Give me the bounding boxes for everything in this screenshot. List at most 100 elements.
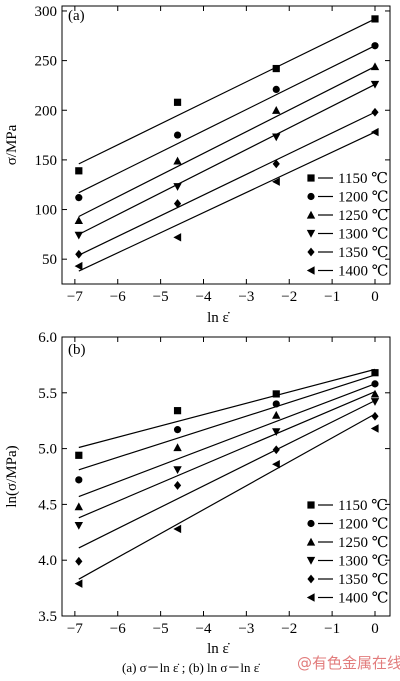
data-point	[75, 167, 83, 175]
fit-line	[78, 391, 376, 519]
data-point	[173, 156, 182, 165]
fit-line	[78, 45, 376, 194]
data-point	[173, 199, 182, 208]
fit-line	[78, 368, 376, 449]
y-tick-label: 50	[42, 252, 57, 268]
data-point	[371, 411, 379, 421]
y-tick-label: 5.5	[38, 386, 57, 402]
panel-tag: (b)	[68, 342, 86, 358]
fit-line	[78, 18, 376, 165]
legend-label: 1150 ℃	[338, 171, 388, 187]
x-tick-label: −5	[153, 621, 169, 637]
fit-line	[78, 374, 376, 471]
panel-b: −7 −6 −5 −4 −3 −2 −1 0 3.5 4.0 4.5 5.0 5.5 6.0 (b) ln ε…	[4, 330, 391, 657]
y-tick-label: 100	[35, 203, 58, 219]
data-point	[173, 233, 182, 242]
x-tick-label: −2	[281, 621, 297, 637]
y-tick-label: 150	[35, 153, 58, 169]
data-point	[272, 445, 280, 455]
legend-marker	[307, 192, 315, 201]
x-tick-label: −4	[196, 621, 212, 637]
y-tick-label: 200	[35, 103, 58, 119]
data-point	[370, 424, 379, 433]
y-tick-label: 300	[35, 4, 58, 20]
data-point	[74, 261, 83, 271]
legend-label: 1250 ℃	[338, 208, 389, 224]
data-point	[272, 106, 281, 114]
legend-marker	[306, 556, 316, 565]
x-tick-label: −2	[281, 289, 297, 305]
y-tick-label: 4.0	[38, 553, 57, 569]
data-point	[173, 98, 182, 106]
plot-frame	[61, 336, 391, 617]
legend-marker	[307, 519, 315, 528]
fit-line	[78, 111, 376, 256]
data-point	[370, 80, 380, 89]
fit-line	[78, 400, 376, 549]
fit-line	[78, 83, 376, 235]
x-tick-label: −7	[67, 289, 83, 305]
data-point	[371, 107, 379, 117]
x-tick-label: −6	[110, 289, 126, 305]
legend-marker	[307, 501, 315, 509]
data-point	[370, 398, 380, 406]
fit-line	[78, 131, 376, 272]
legend-label: 1400 ℃	[338, 591, 389, 607]
x-axis-label: ln ε̇	[207, 641, 230, 657]
legend-label: 1250 ℃	[338, 535, 389, 551]
data-point	[173, 443, 182, 452]
y-tick-label: 6.0	[38, 330, 57, 346]
data-point	[272, 133, 281, 142]
figure-caption: (a) σ－ln ε̇ ; (b) ln σ－ln ε̇	[122, 660, 260, 675]
y-tick-label: 4.5	[38, 497, 57, 513]
legend-marker	[306, 229, 316, 238]
data-point	[370, 389, 380, 398]
data-point	[272, 400, 280, 408]
y-axis-label: σ/MPa	[4, 124, 20, 165]
legend-label: 1150 ℃	[338, 498, 388, 514]
data-point	[74, 216, 84, 225]
data-point	[272, 460, 280, 469]
data-point	[371, 369, 379, 377]
legend-label: 1350 ℃	[338, 572, 389, 588]
y-axis-label: ln(σ/MPa)	[4, 445, 20, 507]
data-point	[272, 428, 281, 437]
data-point	[74, 231, 84, 240]
data-point	[371, 15, 379, 23]
legend-marker	[306, 266, 315, 275]
fit-line	[78, 383, 376, 498]
plot-frame	[61, 5, 391, 285]
legend-label: 1200 ℃	[338, 190, 389, 206]
x-tick-label: −6	[110, 621, 126, 637]
data-point	[371, 42, 379, 50]
panel-tag: (a)	[68, 8, 85, 24]
data-point	[272, 159, 280, 169]
data-point	[272, 410, 281, 419]
data-point	[370, 62, 380, 71]
data-point	[75, 194, 83, 202]
legend-label: 1300 ℃	[338, 554, 389, 570]
legend-label: 1350 ℃	[338, 245, 389, 261]
data-point	[173, 481, 182, 490]
data-point	[74, 522, 84, 530]
panel-a: −7 −6 −5 −4 −3 −2 −1 0 50 100 150 200 250 300 (a) ln ε̇…	[4, 4, 391, 326]
data-point	[173, 131, 182, 139]
x-tick-label: −5	[153, 289, 169, 305]
data-point	[75, 249, 83, 259]
legend-marker	[306, 537, 316, 546]
y-tick-label: 3.5	[38, 609, 57, 625]
legend-marker	[306, 210, 316, 219]
legend-label: 1300 ℃	[338, 227, 389, 243]
x-tick-label: −3	[238, 621, 254, 637]
data-point	[272, 64, 280, 73]
data-point	[173, 466, 182, 475]
y-tick-label: 250	[35, 54, 58, 70]
data-point	[75, 451, 83, 459]
x-tick-label: 0	[371, 621, 379, 637]
x-tick-label: −1	[324, 621, 340, 637]
data-point	[74, 579, 83, 588]
legend-marker	[307, 574, 315, 584]
legend-marker	[306, 593, 315, 602]
data-point	[75, 556, 83, 566]
x-tick-label: −4	[196, 289, 212, 305]
